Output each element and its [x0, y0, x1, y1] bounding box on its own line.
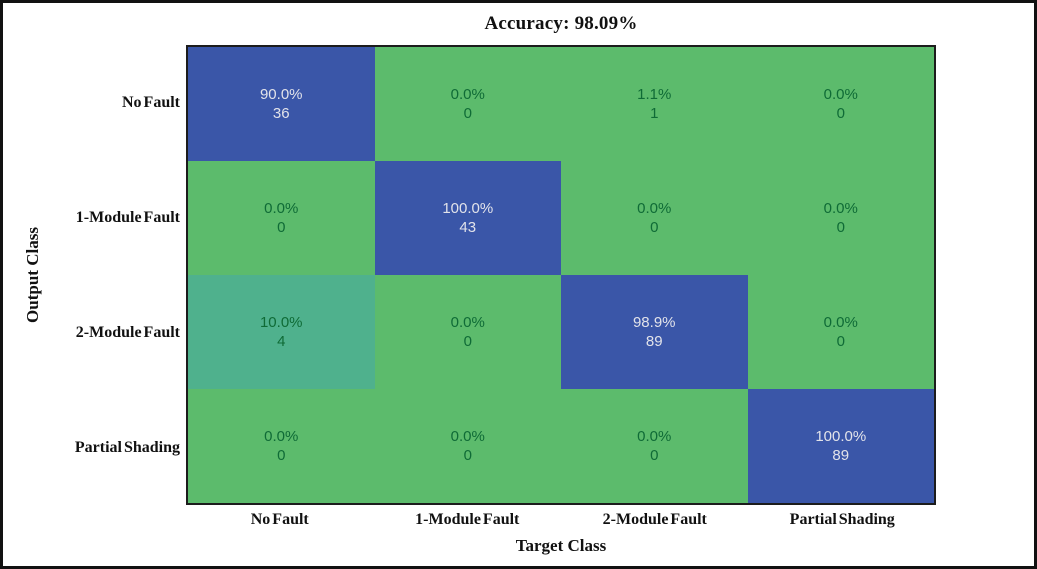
cell-count: 0	[650, 219, 659, 236]
cell-percent: 0.0%	[637, 428, 672, 445]
chart-title: Accuracy: 98.09%	[484, 13, 638, 34]
cell-r0c0: 90.0% 36	[188, 47, 375, 161]
cell-r3c2: 0.0% 0	[561, 389, 748, 503]
cell-count: 0	[277, 447, 286, 464]
cell-percent: 0.0%	[823, 314, 858, 331]
cell-r1c2: 0.0% 0	[561, 161, 748, 275]
y-tick-partial-shading: Partial Shading	[74, 438, 180, 456]
cell-percent: 0.0%	[264, 200, 299, 217]
x-tick-2-module-fault: 2-Module Fault	[602, 511, 707, 528]
cell-r1c0: 0.0% 0	[188, 161, 375, 275]
y-tick-no-fault: No Fault	[122, 93, 180, 111]
y-axis-title: Output Class	[23, 227, 42, 323]
cell-count: 0	[463, 447, 472, 464]
cell-percent: 0.0%	[637, 200, 672, 217]
x-tick-1-module-fault: 1-Module Fault	[415, 511, 520, 528]
y-tick-1-module-fault: 1-Module Fault	[75, 208, 180, 226]
cell-percent: 0.0%	[823, 86, 858, 103]
cell-percent: 1.1%	[637, 86, 672, 103]
cell-count: 0	[463, 333, 472, 350]
cell-count: 0	[836, 219, 845, 236]
cell-count: 36	[272, 105, 290, 122]
cell-percent: 0.0%	[450, 428, 485, 445]
cell-percent: 0.0%	[450, 86, 485, 103]
cell-percent: 0.0%	[823, 200, 858, 217]
x-tick-partial-shading: Partial Shading	[789, 511, 895, 528]
x-axis-title: Target Class	[515, 536, 607, 555]
y-tick-2-module-fault: 2-Module Fault	[75, 323, 180, 341]
cell-percent: 100.0%	[442, 200, 494, 217]
confusion-matrix-grid: 90.0% 36 0.0% 0 1.1% 1 0.0% 0 0.0% 0 100…	[186, 45, 936, 505]
cell-percent: 90.0%	[259, 86, 303, 103]
cell-percent: 0.0%	[264, 428, 299, 445]
cell-percent: 10.0%	[259, 314, 303, 331]
cell-count: 0	[650, 447, 659, 464]
cell-r2c0: 10.0% 4	[188, 275, 375, 389]
cell-r2c2: 98.9% 89	[561, 275, 748, 389]
cell-r3c0: 0.0% 0	[188, 389, 375, 503]
cell-r1c3: 0.0% 0	[747, 161, 934, 275]
cell-count: 0	[277, 219, 286, 236]
cell-count: 1	[650, 105, 659, 122]
cell-count: 43	[459, 219, 477, 236]
cell-r2c3: 0.0% 0	[747, 275, 934, 389]
cell-count: 4	[277, 333, 286, 350]
cell-r2c1: 0.0% 0	[374, 275, 561, 389]
cell-r0c1: 0.0% 0	[374, 47, 561, 161]
cell-count: 89	[645, 333, 663, 350]
x-tick-no-fault: No Fault	[250, 511, 309, 528]
cell-count: 0	[463, 105, 472, 122]
cell-r0c3: 0.0% 0	[747, 47, 934, 161]
cell-r0c2: 1.1% 1	[561, 47, 748, 161]
cell-percent: 98.9%	[632, 314, 676, 331]
cell-count: 89	[832, 447, 850, 464]
cell-r1c1: 100.0% 43	[374, 161, 561, 275]
cell-percent: 100.0%	[815, 428, 867, 445]
cell-count: 0	[836, 105, 845, 122]
cell-percent: 0.0%	[450, 314, 485, 331]
cell-r3c3: 100.0% 89	[747, 389, 934, 503]
cell-r3c1: 0.0% 0	[374, 389, 561, 503]
cell-count: 0	[836, 333, 845, 350]
